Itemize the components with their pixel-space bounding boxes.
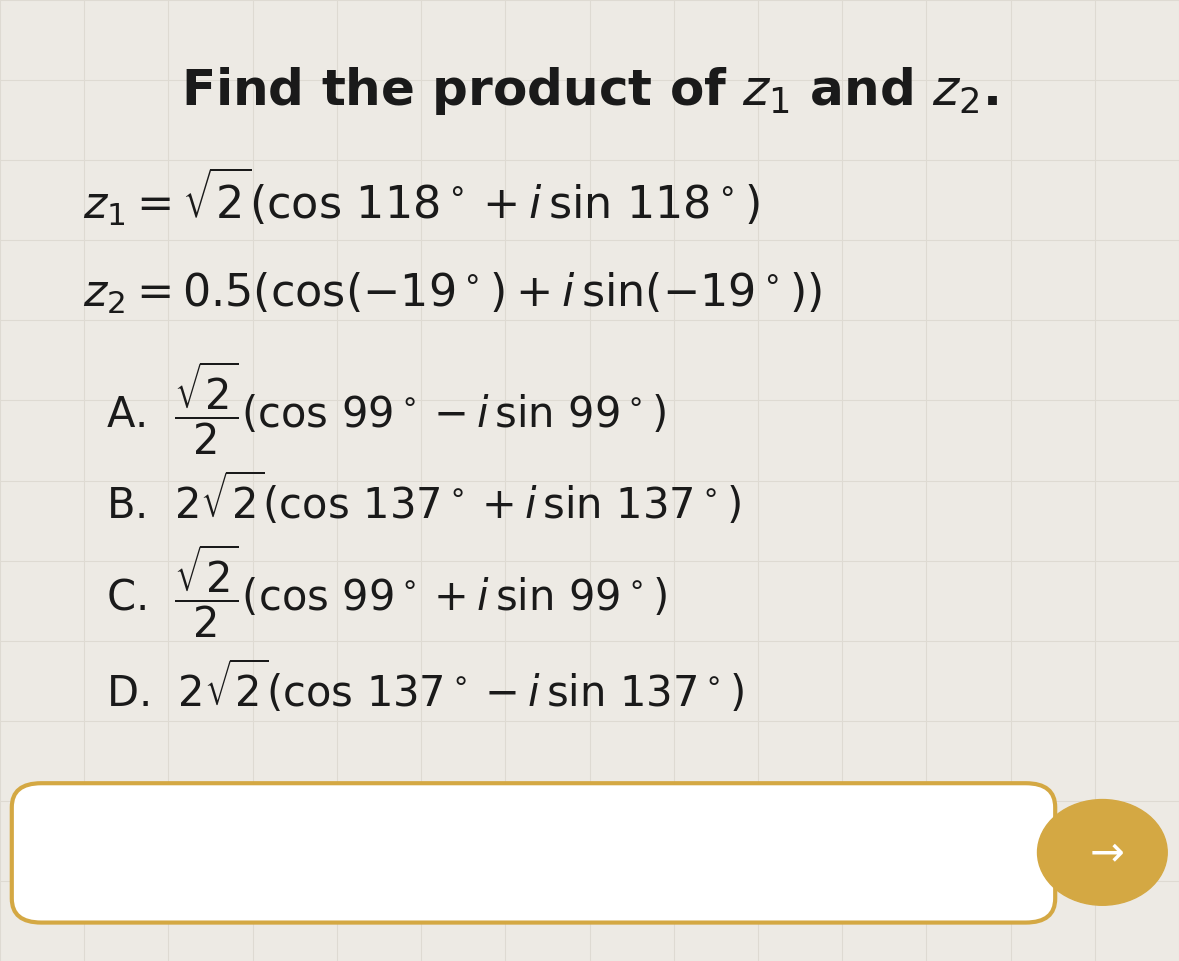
Text: D.  $2\sqrt{2}(\cos\,137^\circ - i\,\sin\,137^\circ)$: D. $2\sqrt{2}(\cos\,137^\circ - i\,\sin\… <box>106 658 745 716</box>
Text: $z_2 = 0.5(\cos(-19^\circ) + i\,\sin(-19^\circ))$: $z_2 = 0.5(\cos(-19^\circ) + i\,\sin(-19… <box>83 270 822 316</box>
Text: B.  $2\sqrt{2}(\cos\,137^\circ + i\,\sin\,137^\circ)$: B. $2\sqrt{2}(\cos\,137^\circ + i\,\sin\… <box>106 471 742 529</box>
Text: Find the product of $z_1$ and $z_2$.: Find the product of $z_1$ and $z_2$. <box>180 65 999 117</box>
Text: C.  $\dfrac{\sqrt{2}}{2}(\cos\,99^\circ + i\,\sin\,99^\circ)$: C. $\dfrac{\sqrt{2}}{2}(\cos\,99^\circ +… <box>106 542 667 640</box>
Text: $\rightarrow$: $\rightarrow$ <box>1081 831 1124 874</box>
Text: $z_1 = \sqrt{2}(\cos\,118^\circ + i\,\sin\,118^\circ)$: $z_1 = \sqrt{2}(\cos\,118^\circ + i\,\si… <box>83 165 759 229</box>
Circle shape <box>1038 800 1167 905</box>
Text: A.  $\dfrac{\sqrt{2}}{2}(\cos\,99^\circ - i\,\sin\,99^\circ)$: A. $\dfrac{\sqrt{2}}{2}(\cos\,99^\circ -… <box>106 359 667 457</box>
FancyBboxPatch shape <box>12 783 1055 923</box>
